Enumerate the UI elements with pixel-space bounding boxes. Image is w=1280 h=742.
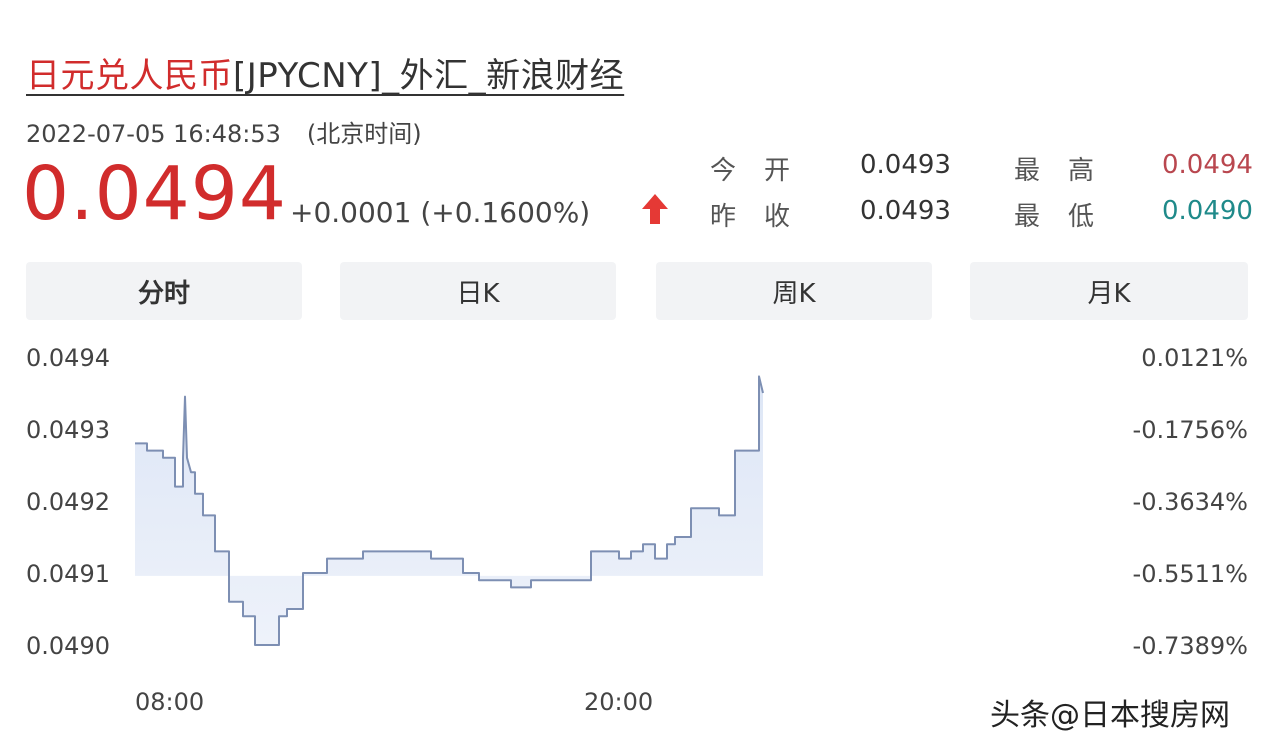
timestamp-row: 2022-07-05 16:48:53 (北京时间) (26, 114, 422, 149)
stat-high: 最高 (1014, 150, 1122, 187)
price-change: +0.0001 (+0.1600%) (290, 196, 591, 229)
y-tick-left-1: 0.0493 (26, 416, 110, 444)
stat-open: 今开 (710, 150, 818, 187)
timezone: (北京时间) (306, 120, 422, 148)
stat-open-label: 今开 (710, 156, 819, 186)
y-tick-left-4: 0.0490 (26, 632, 110, 660)
y-tick-right-1: -0.1756% (1132, 416, 1248, 444)
y-tick-right-3: -0.5511% (1132, 560, 1248, 588)
tab-weekly-k[interactable]: 周K (656, 262, 932, 320)
title-currency-link[interactable]: 日元兑人民币 (26, 56, 233, 96)
y-tick-right-0: 0.0121% (1141, 344, 1248, 372)
tab-intraday[interactable]: 分时 (26, 262, 302, 320)
stat-open-value: 0.0493 (860, 150, 951, 180)
y-tick-left-2: 0.0492 (26, 488, 110, 516)
stat-prev-close: 昨收 (710, 196, 818, 233)
stat-prev-close-label: 昨收 (710, 202, 819, 232)
y-tick-left-3: 0.0491 (26, 560, 110, 588)
price-line (135, 375, 764, 646)
y-tick-right-4: -0.7389% (1132, 632, 1248, 660)
x-tick-1: 20:00 (584, 688, 654, 716)
stat-low: 最低 (1014, 196, 1122, 233)
y-tick-left-0: 0.0494 (26, 344, 110, 372)
stat-low-value: 0.0490 (1162, 196, 1253, 226)
up-arrow-icon (642, 194, 668, 224)
stat-high-label: 最高 (1014, 156, 1123, 186)
y-tick-right-2: -0.3634% (1132, 488, 1248, 516)
stat-low-label: 最低 (1014, 202, 1123, 232)
x-tick-0: 08:00 (135, 688, 205, 716)
tab-daily-k[interactable]: 日K (340, 262, 616, 320)
stat-prev-close-value: 0.0493 (860, 196, 951, 226)
page-title[interactable]: 日元兑人民币[JPYCNY]_外汇_新浪财经 (26, 48, 624, 97)
current-price: 0.0494 (22, 151, 287, 237)
tab-monthly-k[interactable]: 月K (970, 262, 1248, 320)
watermark: 头条@日本搜房网 (990, 698, 1230, 733)
title-symbol: [JPYCNY]_外汇_新浪财经 (233, 56, 625, 96)
stat-high-value: 0.0494 (1162, 150, 1253, 180)
price-area-fill (135, 376, 763, 645)
timestamp: 2022-07-05 16:48:53 (26, 120, 281, 148)
